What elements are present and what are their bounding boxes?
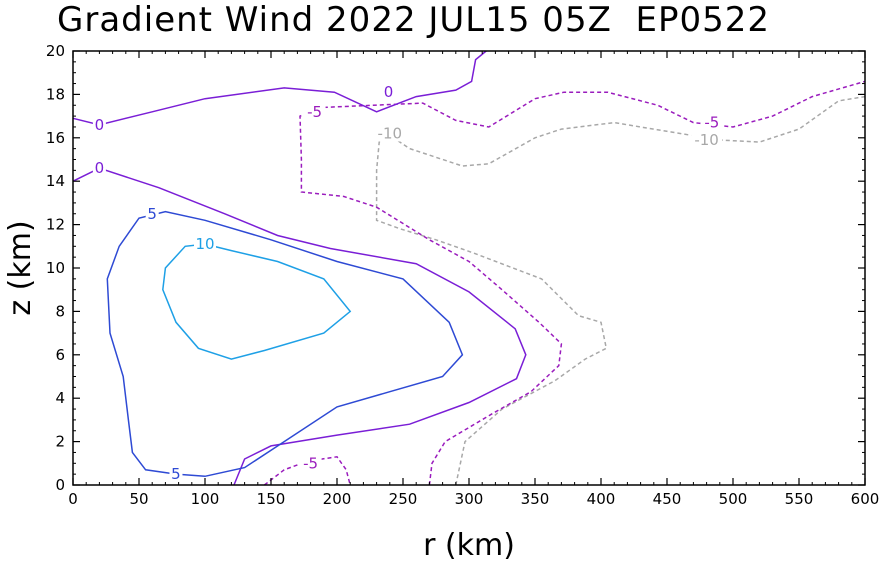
contour-label-bg: [299, 455, 322, 472]
contour-label-bg: [381, 84, 395, 101]
contour-line-5: [106, 210, 464, 478]
y-tick-label: 2: [55, 433, 65, 451]
y-tick-label: 12: [46, 216, 65, 234]
y-tick-label: 10: [46, 259, 65, 277]
y-tick-label: 16: [46, 129, 65, 147]
y-tick-label: 8: [55, 302, 65, 320]
x-tick-label: 0: [68, 490, 78, 508]
x-tick-label: 200: [323, 490, 352, 508]
x-axis-label: r (km): [423, 528, 515, 561]
contour-label-bg: [691, 131, 723, 148]
contour-label: -5: [704, 114, 719, 132]
contour-label: 5: [171, 465, 181, 483]
x-tick-label: 550: [785, 490, 814, 508]
x-tick-label: 400: [587, 490, 616, 508]
y-tick-label: 18: [46, 85, 65, 103]
contour-label-bg: [374, 125, 406, 142]
x-tick-label: 250: [389, 490, 418, 508]
y-tick-label: 14: [46, 172, 65, 190]
plot-frame: [72, 50, 866, 486]
x-tick-label: 500: [719, 490, 748, 508]
contour-label-bg: [303, 103, 326, 120]
contour-label: -5: [307, 103, 322, 121]
x-tick-label: 350: [521, 490, 550, 508]
contour-line-0: [72, 167, 527, 486]
contour-label-bg: [169, 466, 183, 483]
x-tick-label: 300: [455, 490, 484, 508]
x-tick-label: 600: [851, 490, 879, 508]
contour-label-bg: [145, 205, 159, 222]
y-tick-label: 6: [55, 346, 65, 364]
axis-layer: 0 50 100 150 200 250 300 350 400 450 500 550 6000246…: [46, 42, 879, 508]
contour-line-10: [162, 243, 352, 360]
contour-label: 10: [195, 235, 214, 253]
contour-line--5: [299, 80, 866, 486]
x-tick-label: 50: [129, 490, 148, 508]
y-tick-label: 0: [55, 476, 65, 494]
x-tick-label: 450: [653, 490, 682, 508]
x-tick-label: 150: [257, 490, 286, 508]
contour-label: 5: [147, 205, 157, 223]
y-axis-label: z (km): [3, 220, 38, 315]
contour-label: -10: [378, 124, 403, 142]
contour-line-0: [72, 50, 487, 126]
contour-label-bg: [194, 236, 216, 253]
contour-line--10: [375, 95, 866, 486]
contour-line--5: [263, 455, 351, 486]
y-tick-label: 20: [46, 42, 65, 60]
x-tick-label: 100: [191, 490, 220, 508]
contour-label: -5: [303, 454, 318, 472]
contour-label: 0: [95, 159, 105, 177]
chart-title: Gradient Wind 2022 JUL15 05Z EP0522: [57, 0, 770, 40]
contour-label-bg: [92, 116, 106, 133]
contour-label: 0: [384, 83, 394, 101]
y-tick-label: 4: [55, 389, 65, 407]
contour-label-bg: [92, 160, 106, 177]
contour-label-bg: [700, 114, 723, 131]
contour-label: 0: [95, 116, 105, 134]
contour-label: -10: [694, 131, 719, 149]
